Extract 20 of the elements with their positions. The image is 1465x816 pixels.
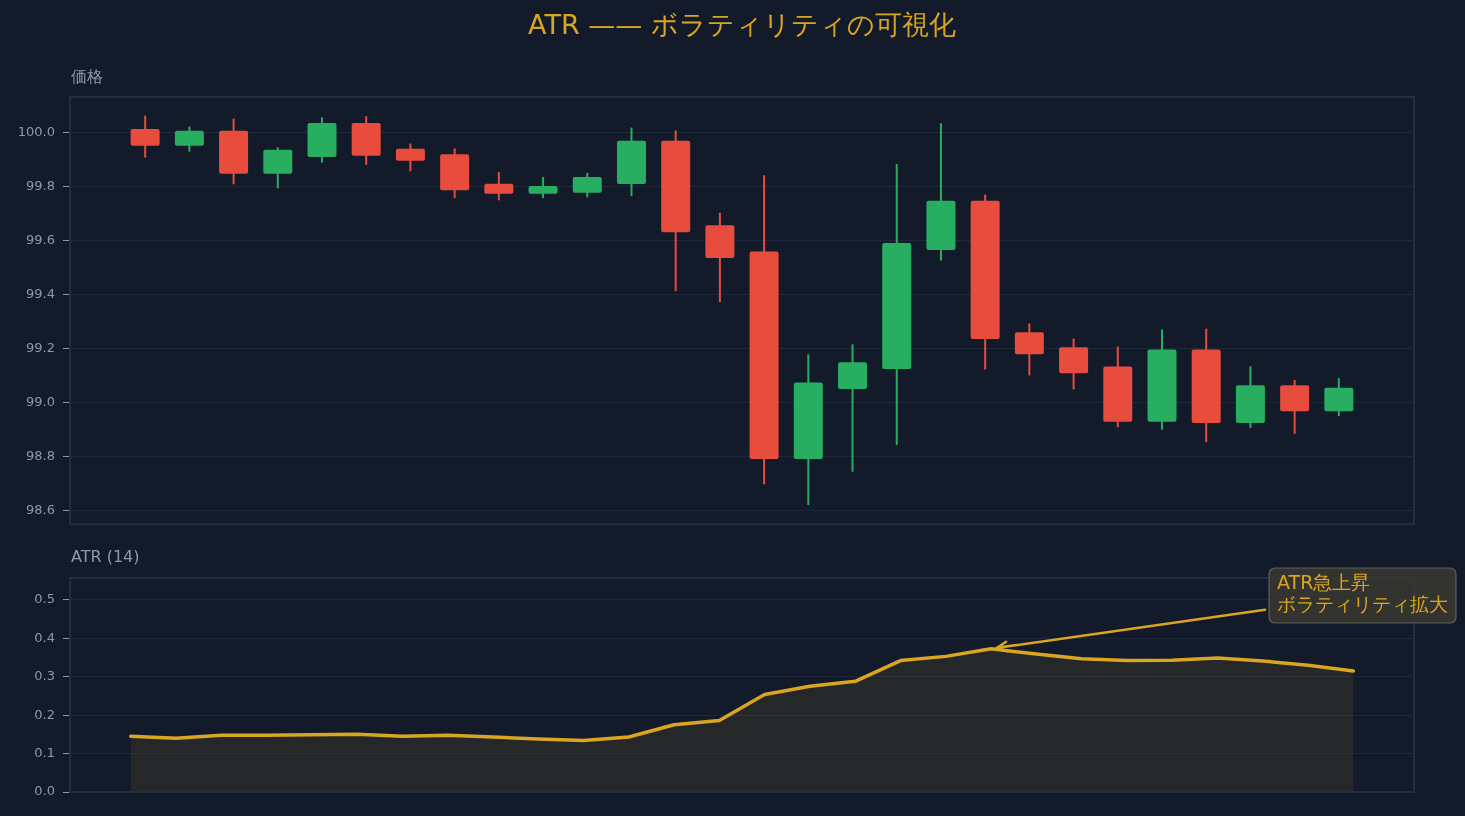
y-tick-label: 99.6	[26, 231, 55, 247]
y-tick-label: 99.4	[26, 285, 55, 301]
y-axis-title: 価格	[71, 67, 103, 87]
y-tick-label: 100.0	[17, 123, 55, 139]
annotation: ボラティリティ拡大	[1277, 592, 1448, 615]
y-tick-label: 99.8	[26, 177, 55, 193]
y-tick-label: 0.5	[34, 591, 55, 607]
y-tick-label: 0.2	[34, 706, 55, 722]
y-tick-label: 0.4	[34, 629, 55, 645]
y-tick-label: 98.6	[26, 502, 55, 518]
y-axis-title: ATR (14)	[71, 547, 140, 567]
annotation: ATR急上昇	[1277, 570, 1371, 593]
candlestick	[484, 171, 514, 202]
y-tick-label: 99.0	[26, 393, 55, 409]
y-tick-label: 0.3	[34, 668, 55, 684]
y-tick-label: 0.1	[34, 744, 55, 760]
y-tick-label: 98.8	[26, 447, 55, 463]
y-tick-label: 99.2	[26, 339, 55, 355]
y-tick-label: 0.0	[34, 783, 55, 799]
chart-title: ATR —— ボラティリティの可視化	[528, 9, 956, 41]
